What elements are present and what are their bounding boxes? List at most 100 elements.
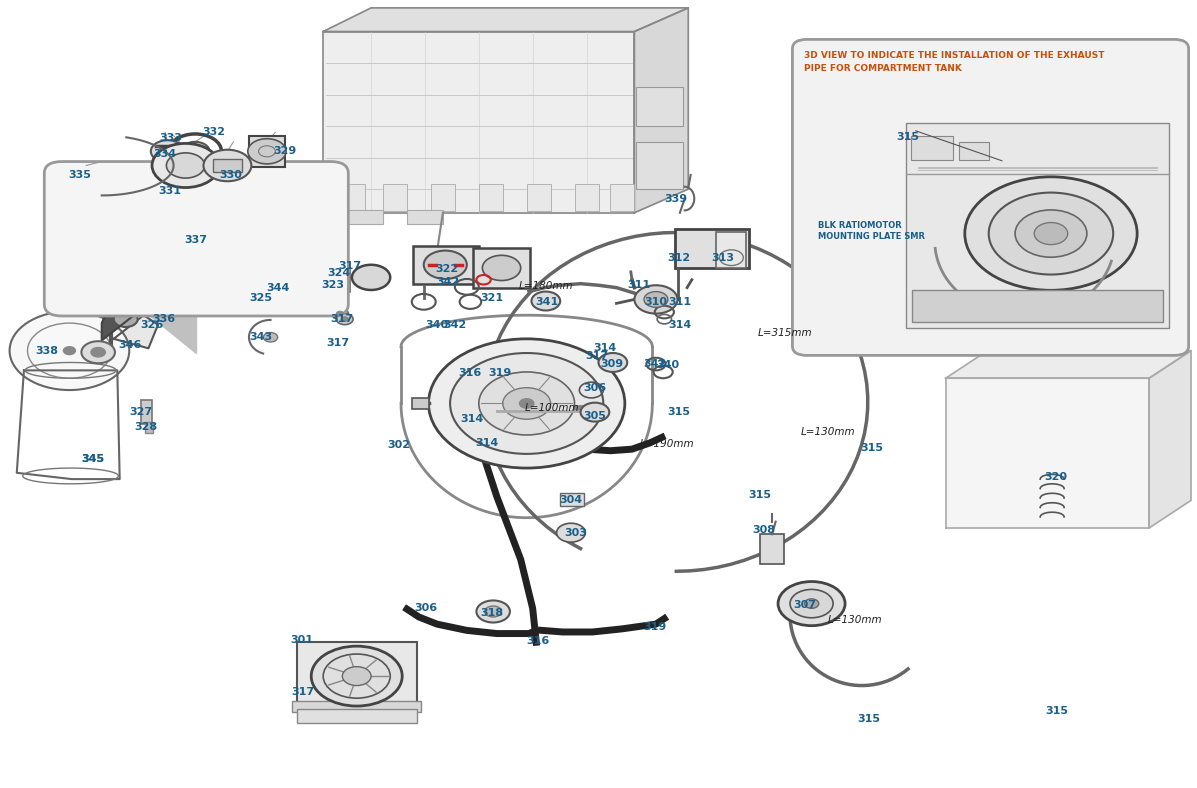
Bar <box>292 701 421 712</box>
Text: L=315mm: L=315mm <box>758 329 813 338</box>
Bar <box>297 642 417 709</box>
Circle shape <box>476 600 510 623</box>
Text: 335: 335 <box>68 170 92 180</box>
Circle shape <box>311 646 402 706</box>
Bar <box>407 210 443 224</box>
Text: 3D VIEW TO INDICATE THE INSTALLATION OF THE EXHAUST
PIPE FOR COMPARTMENT TANK: 3D VIEW TO INDICATE THE INSTALLATION OF … <box>804 51 1105 72</box>
Circle shape <box>203 150 251 181</box>
Text: 317: 317 <box>291 687 315 697</box>
Bar <box>297 709 417 723</box>
Circle shape <box>263 333 278 342</box>
Text: 325: 325 <box>249 293 273 303</box>
Circle shape <box>282 271 302 284</box>
Text: 345: 345 <box>81 454 105 463</box>
Circle shape <box>634 285 678 314</box>
Text: 316: 316 <box>458 368 482 377</box>
Polygon shape <box>102 298 134 340</box>
Text: 317: 317 <box>338 262 361 271</box>
Bar <box>383 184 407 211</box>
Text: L=130mm: L=130mm <box>827 615 882 625</box>
Text: 342: 342 <box>643 359 667 369</box>
Circle shape <box>531 292 560 310</box>
Text: 315: 315 <box>897 132 919 142</box>
Text: 311: 311 <box>668 297 692 307</box>
Bar <box>610 184 634 211</box>
Circle shape <box>342 667 371 686</box>
Circle shape <box>181 142 209 161</box>
Polygon shape <box>1149 351 1191 528</box>
Bar <box>636 142 683 189</box>
Circle shape <box>424 251 467 279</box>
Bar <box>675 229 749 268</box>
Text: 314: 314 <box>475 438 499 448</box>
Text: 324: 324 <box>327 269 351 278</box>
Bar <box>145 422 153 433</box>
Text: 307: 307 <box>792 600 816 610</box>
Circle shape <box>248 139 286 164</box>
FancyBboxPatch shape <box>792 39 1189 355</box>
Text: 339: 339 <box>664 194 688 203</box>
Circle shape <box>479 372 575 435</box>
Polygon shape <box>323 32 634 213</box>
Text: 311: 311 <box>627 281 651 290</box>
Bar <box>141 400 152 424</box>
Text: 328: 328 <box>134 422 158 432</box>
Polygon shape <box>114 315 158 348</box>
Text: 318: 318 <box>480 608 504 618</box>
Circle shape <box>152 143 219 188</box>
Text: 319: 319 <box>643 623 667 632</box>
Text: 310: 310 <box>644 297 668 307</box>
Circle shape <box>352 265 390 290</box>
Text: 330: 330 <box>219 170 243 180</box>
Text: 314: 314 <box>668 320 692 329</box>
Text: 317: 317 <box>326 338 350 348</box>
Text: 303: 303 <box>564 529 588 538</box>
Circle shape <box>1034 222 1068 244</box>
Text: L=180mm: L=180mm <box>518 281 573 291</box>
Circle shape <box>336 311 344 316</box>
Circle shape <box>598 353 627 372</box>
Bar <box>959 143 989 160</box>
Bar <box>347 210 383 224</box>
Circle shape <box>804 599 819 608</box>
Circle shape <box>166 153 205 178</box>
Circle shape <box>429 339 625 468</box>
Polygon shape <box>946 351 1191 378</box>
Text: 304: 304 <box>559 496 583 505</box>
Text: 315: 315 <box>667 407 691 417</box>
Polygon shape <box>946 378 1149 528</box>
Polygon shape <box>148 314 196 353</box>
Circle shape <box>778 582 845 626</box>
Text: 315: 315 <box>1045 706 1069 716</box>
Text: 337: 337 <box>184 236 208 245</box>
Text: 338: 338 <box>35 346 59 355</box>
Circle shape <box>151 140 184 162</box>
Text: 306: 306 <box>583 383 607 392</box>
Text: 346: 346 <box>119 340 142 350</box>
Text: 315: 315 <box>748 490 772 500</box>
Text: 312: 312 <box>667 254 691 263</box>
Text: 344: 344 <box>266 283 290 292</box>
Text: 333: 333 <box>159 133 183 143</box>
Circle shape <box>10 311 129 390</box>
Bar <box>760 534 784 564</box>
Text: 313: 313 <box>711 254 735 263</box>
Circle shape <box>485 606 502 617</box>
Text: 319: 319 <box>488 368 512 377</box>
Circle shape <box>63 347 75 355</box>
Circle shape <box>1015 210 1087 257</box>
Text: 317: 317 <box>330 314 354 324</box>
Text: L=190mm: L=190mm <box>639 439 694 448</box>
FancyBboxPatch shape <box>44 162 348 316</box>
Text: 322: 322 <box>435 265 458 274</box>
Text: 334: 334 <box>153 149 177 158</box>
Text: 314: 314 <box>460 414 484 424</box>
Text: 302: 302 <box>387 440 411 450</box>
Circle shape <box>557 523 585 542</box>
Circle shape <box>332 308 348 319</box>
Bar <box>716 232 746 268</box>
Bar <box>412 398 429 409</box>
Bar <box>636 87 683 126</box>
Bar <box>527 184 551 211</box>
Bar <box>189 224 215 246</box>
